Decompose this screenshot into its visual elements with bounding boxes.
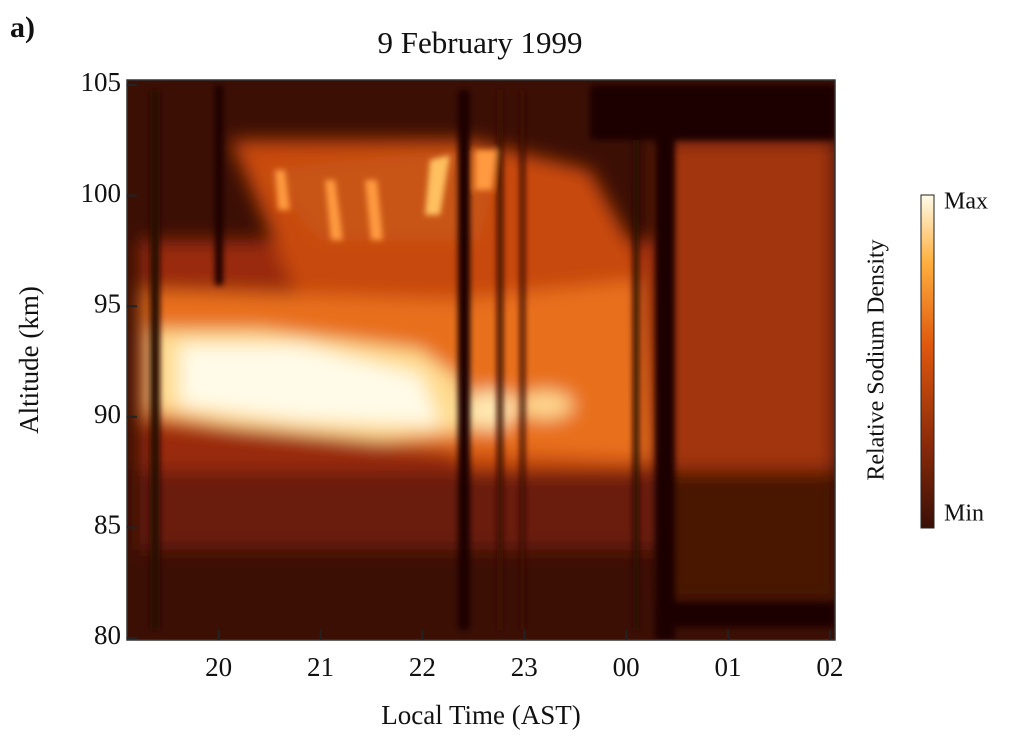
- heatmap: [127, 80, 835, 640]
- colorbar-label: Relative Sodium Density: [864, 239, 890, 480]
- x-tick-label: 22: [409, 652, 436, 682]
- colorbar-max: Max: [944, 189, 988, 215]
- x-tick-label: 20: [205, 652, 232, 682]
- x-tick-label: 02: [816, 652, 843, 682]
- x-tick-label: 00: [613, 652, 640, 682]
- x-tick-label: 01: [715, 652, 742, 682]
- chart-title: 9 February 1999: [378, 25, 583, 60]
- x-axis-label: Local Time (AST): [381, 700, 581, 730]
- panel-label: a): [10, 11, 35, 44]
- y-tick-label: 105: [81, 67, 122, 97]
- x-tick-label: 23: [511, 652, 538, 682]
- y-tick-label: 100: [81, 178, 122, 208]
- plot-frame: [126, 79, 836, 641]
- colorbar-min: Min: [944, 501, 984, 527]
- y-tick-label: 90: [94, 399, 121, 429]
- colorbar: [920, 194, 935, 529]
- y-tick-label: 95: [94, 288, 121, 318]
- x-tick-label: 21: [307, 652, 334, 682]
- y-tick-label: 85: [94, 510, 121, 540]
- y-axis-label: Altitude (km): [14, 286, 44, 434]
- y-tick-label: 80: [94, 620, 121, 650]
